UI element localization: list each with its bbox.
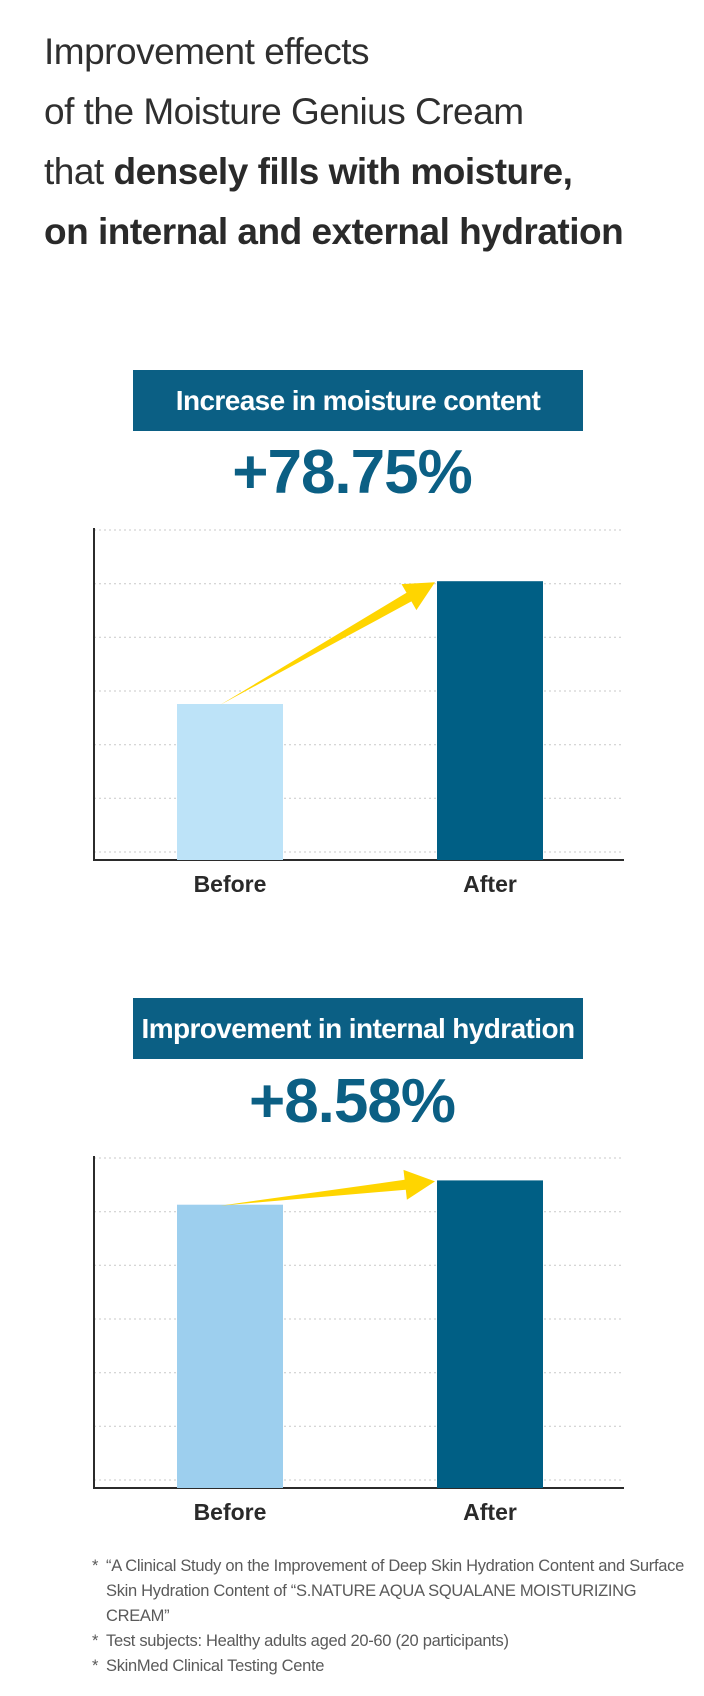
footnote-text: SkinMed Clinical Testing Cente (106, 1657, 325, 1675)
bar-after (437, 581, 543, 860)
headline-line-4: on internal and external hydration (44, 202, 684, 262)
footnote-item: * Test subjects: Healthy adults aged 20-… (92, 1629, 692, 1654)
x-tick-label: Before (194, 1499, 267, 1525)
headline-line-3: that densely fills with moisture, (44, 142, 684, 202)
footnotes: * “A Clinical Study on the Improvement o… (92, 1554, 692, 1679)
headline-line-4-bold: on internal and external hydration (44, 211, 624, 252)
footnote-marker: * (92, 1557, 99, 1575)
footnote-text: Test subjects: Healthy adults aged 20-60… (106, 1632, 509, 1650)
footnote-marker: * (92, 1632, 99, 1650)
chart-1-moisture-content: Before After (93, 528, 624, 897)
page-headline: Improvement effects of the Moisture Geni… (44, 22, 684, 262)
growth-arrow (220, 1169, 435, 1206)
chart-1-title-banner: Increase in moisture content (133, 370, 583, 431)
chart-2-internal-hydration: Before After (93, 1156, 624, 1525)
headline-line-1: Improvement effects (44, 31, 370, 72)
footnote-item: * “A Clinical Study on the Improvement o… (92, 1554, 692, 1629)
bar-after (437, 1180, 543, 1488)
bar-before (177, 704, 283, 860)
footnote-text: “A Clinical Study on the Improvement of … (106, 1557, 684, 1625)
headline-line-3-regular: that (44, 151, 114, 192)
footnote-marker: * (92, 1657, 99, 1675)
x-tick-label: After (463, 1499, 517, 1525)
chart-2-title-banner: Improvement in internal hydration (133, 998, 583, 1059)
footnote-item: * SkinMed Clinical Testing Cente (92, 1654, 692, 1679)
headline-line-2: of the Moisture Genius Cream (44, 91, 524, 132)
growth-arrow (220, 582, 435, 705)
headline-line-3-bold: densely fills with moisture, (113, 151, 573, 192)
x-tick-label: Before (194, 871, 267, 897)
bar-before (177, 1204, 283, 1488)
x-tick-label: After (463, 871, 517, 897)
chart-2-change-value: +8.58% (248, 1067, 456, 1136)
chart-1-change-value: +78.75% (232, 438, 473, 507)
